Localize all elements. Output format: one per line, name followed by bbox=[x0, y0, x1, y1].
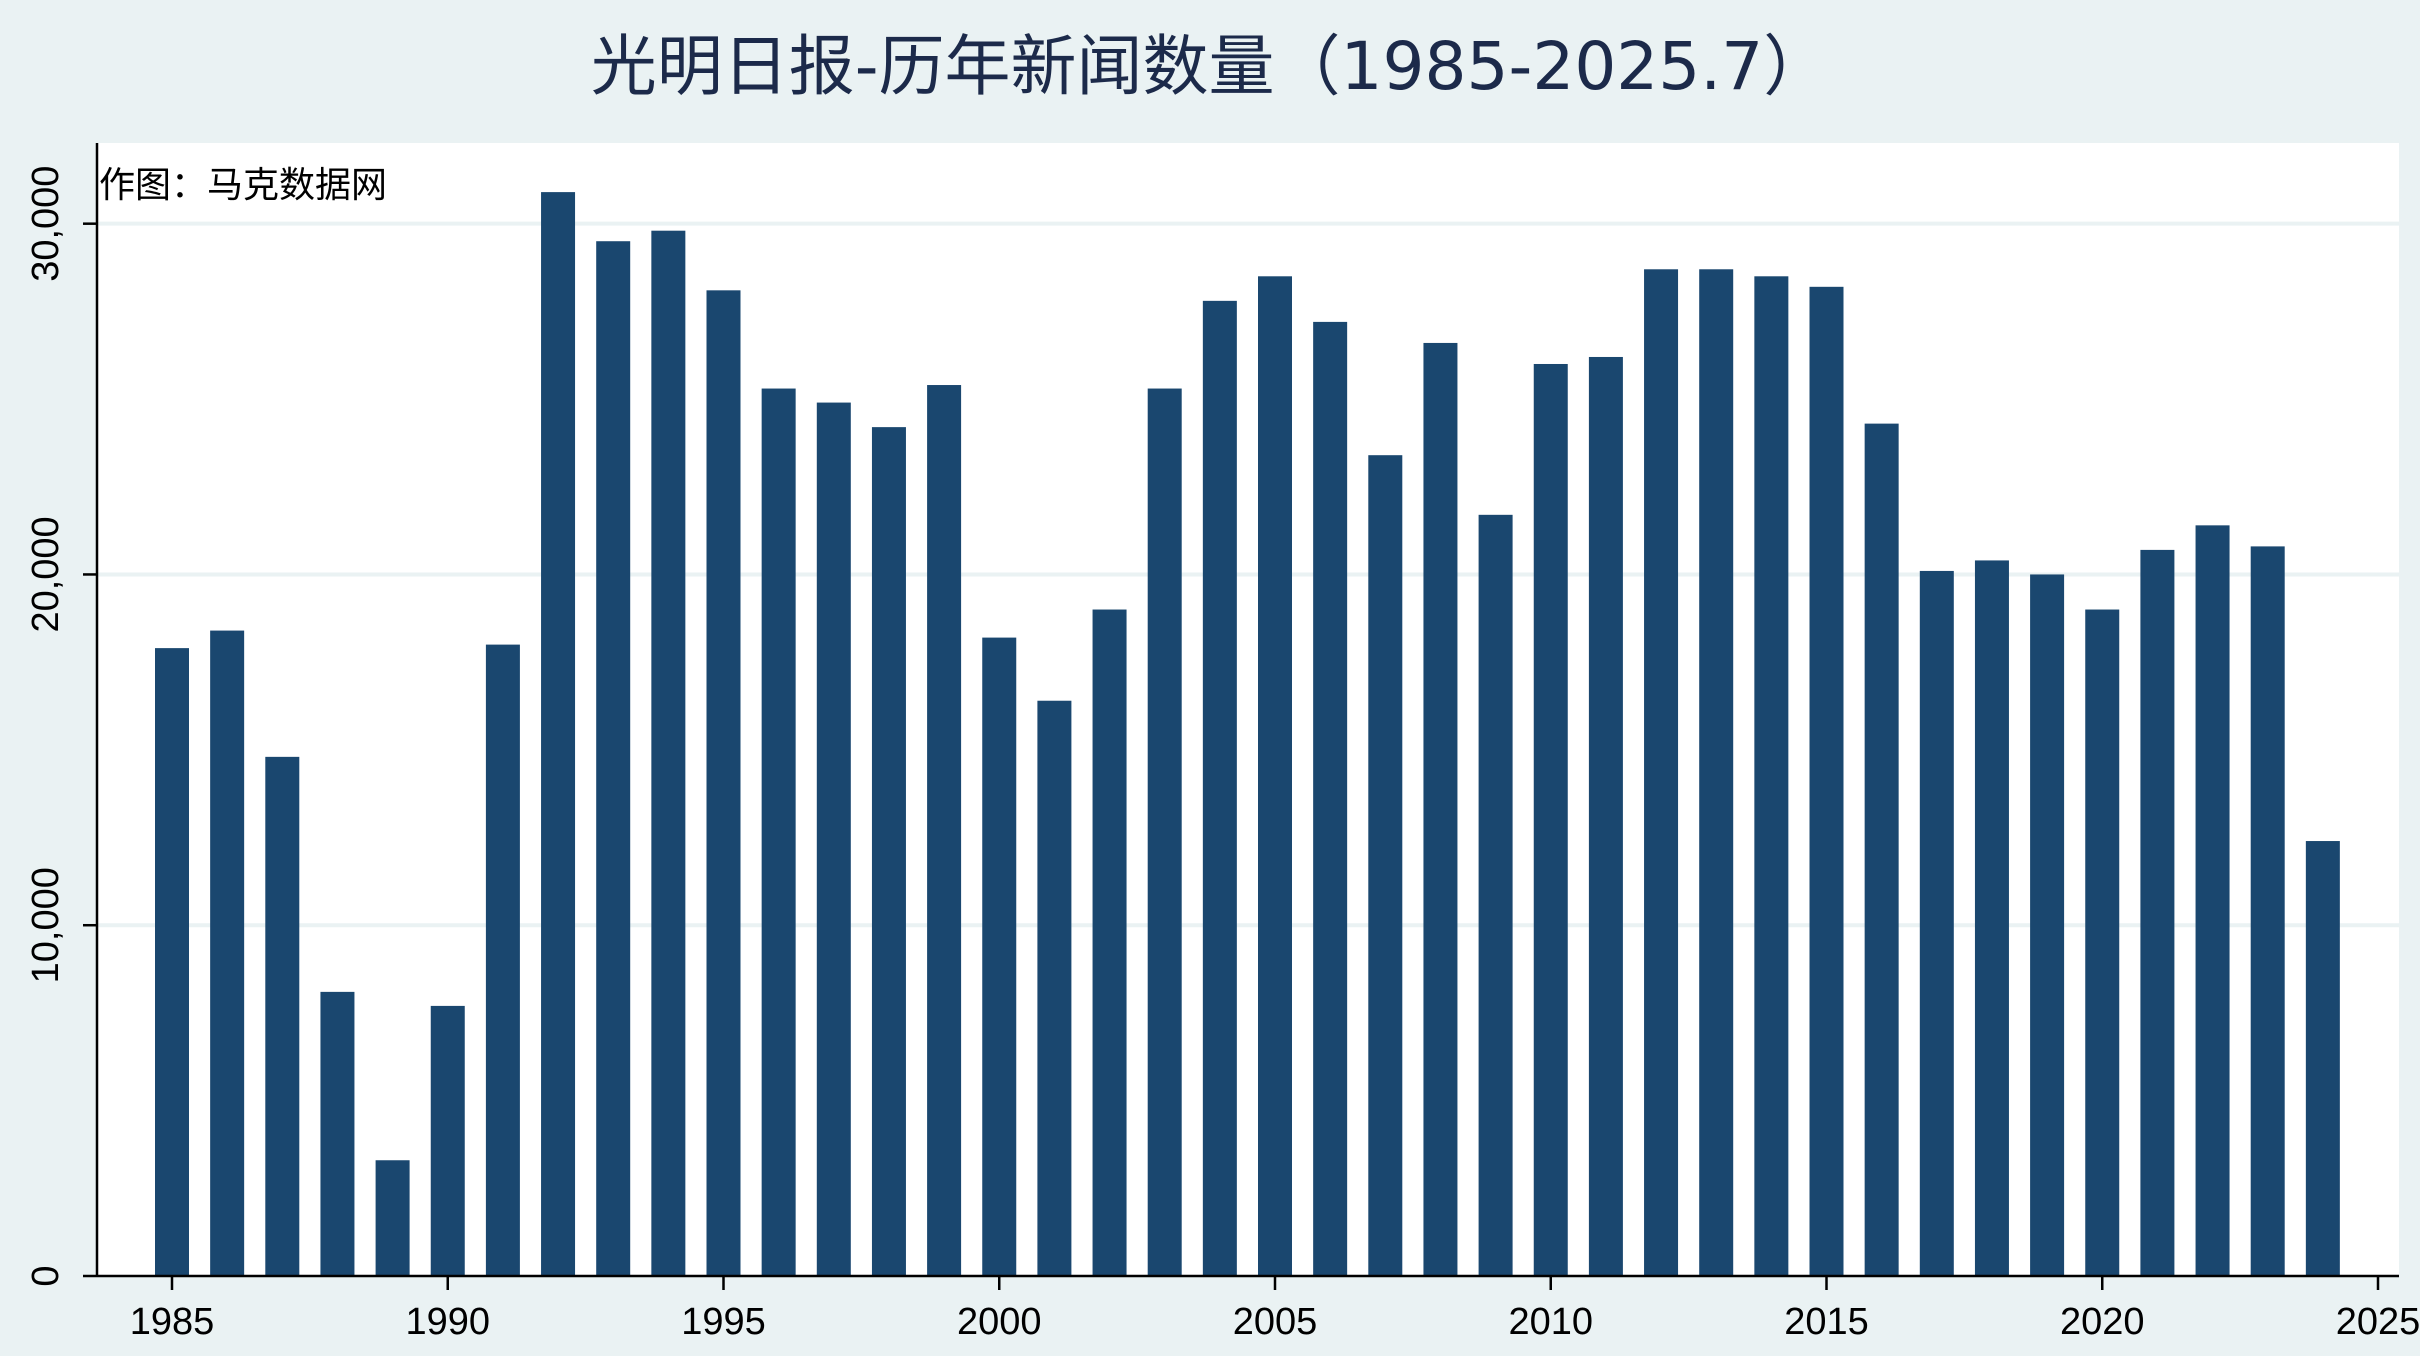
bar-1991 bbox=[485, 644, 520, 1276]
x-tick-label: 1995 bbox=[681, 1301, 766, 1343]
bar-2020 bbox=[2085, 609, 2120, 1276]
bar-2001 bbox=[1037, 700, 1072, 1276]
bar-1994 bbox=[651, 230, 686, 1277]
bar-1986 bbox=[210, 630, 245, 1276]
x-tick-label: 2000 bbox=[957, 1301, 1042, 1343]
bar-2024 bbox=[2305, 841, 2340, 1276]
bar-1995 bbox=[706, 290, 741, 1276]
bar-1992 bbox=[541, 192, 576, 1276]
bar-2009 bbox=[1478, 514, 1513, 1276]
axes: 0 10,000 20,000 30,000 1985 1990 1995 2000 2005 2… bbox=[25, 143, 2420, 1343]
bar-2005 bbox=[1258, 276, 1292, 1276]
bars bbox=[155, 192, 2340, 1277]
bar-2022 bbox=[2195, 525, 2230, 1276]
bar-1997 bbox=[816, 402, 851, 1276]
bar-2023 bbox=[2250, 546, 2285, 1276]
bar-1999 bbox=[927, 385, 962, 1276]
x-tick-label: 2025 bbox=[2336, 1301, 2420, 1343]
bar-2016 bbox=[1864, 423, 1899, 1276]
bar-2015 bbox=[1809, 286, 1844, 1276]
bar-2004 bbox=[1202, 300, 1237, 1277]
bar-2019 bbox=[2030, 574, 2065, 1276]
bar-1988 bbox=[320, 991, 355, 1276]
x-tick-label: 1990 bbox=[405, 1301, 490, 1343]
gridlines bbox=[97, 221, 2399, 928]
x-tick-label: 2015 bbox=[1784, 1301, 1869, 1343]
bar-2012 bbox=[1644, 269, 1679, 1276]
bar-2017 bbox=[1919, 570, 1954, 1276]
bar-2010 bbox=[1533, 363, 1568, 1276]
bar-2018 bbox=[1974, 560, 2009, 1276]
bar-1996 bbox=[761, 388, 796, 1276]
bar-1987 bbox=[265, 756, 300, 1276]
bar-2014 bbox=[1754, 276, 1789, 1276]
bar-1985 bbox=[155, 648, 189, 1276]
bar-2007 bbox=[1368, 455, 1403, 1276]
y-tick-label: 30,000 bbox=[25, 166, 67, 282]
chart-title: 光明日报-历年新闻数量（1985-2025.7） bbox=[590, 28, 1830, 105]
bar-2021 bbox=[2140, 549, 2175, 1276]
bar-2000 bbox=[982, 637, 1017, 1276]
bar-1990 bbox=[430, 1005, 465, 1276]
y-tick-label: 20,000 bbox=[25, 516, 67, 632]
plot-area bbox=[97, 143, 2399, 1276]
bar-2011 bbox=[1588, 356, 1623, 1276]
y-tick-label: 10,000 bbox=[25, 867, 67, 983]
bar-2013 bbox=[1699, 269, 1734, 1276]
bar-2006 bbox=[1313, 321, 1348, 1276]
y-tick-label: 0 bbox=[25, 1265, 67, 1286]
x-tick-label: 1985 bbox=[130, 1301, 215, 1343]
credit-text: 作图：马克数据网 bbox=[99, 165, 387, 206]
bar-2008 bbox=[1423, 342, 1458, 1276]
bar-1998 bbox=[871, 427, 906, 1276]
x-tick-label: 2010 bbox=[1508, 1301, 1593, 1343]
bar-2002 bbox=[1092, 609, 1127, 1276]
x-tick-label: 2005 bbox=[1233, 1301, 1318, 1343]
bar-2003 bbox=[1147, 388, 1182, 1276]
bar-1993 bbox=[596, 241, 631, 1277]
x-tick-label: 2020 bbox=[2060, 1301, 2145, 1343]
bar-1989 bbox=[375, 1160, 410, 1276]
